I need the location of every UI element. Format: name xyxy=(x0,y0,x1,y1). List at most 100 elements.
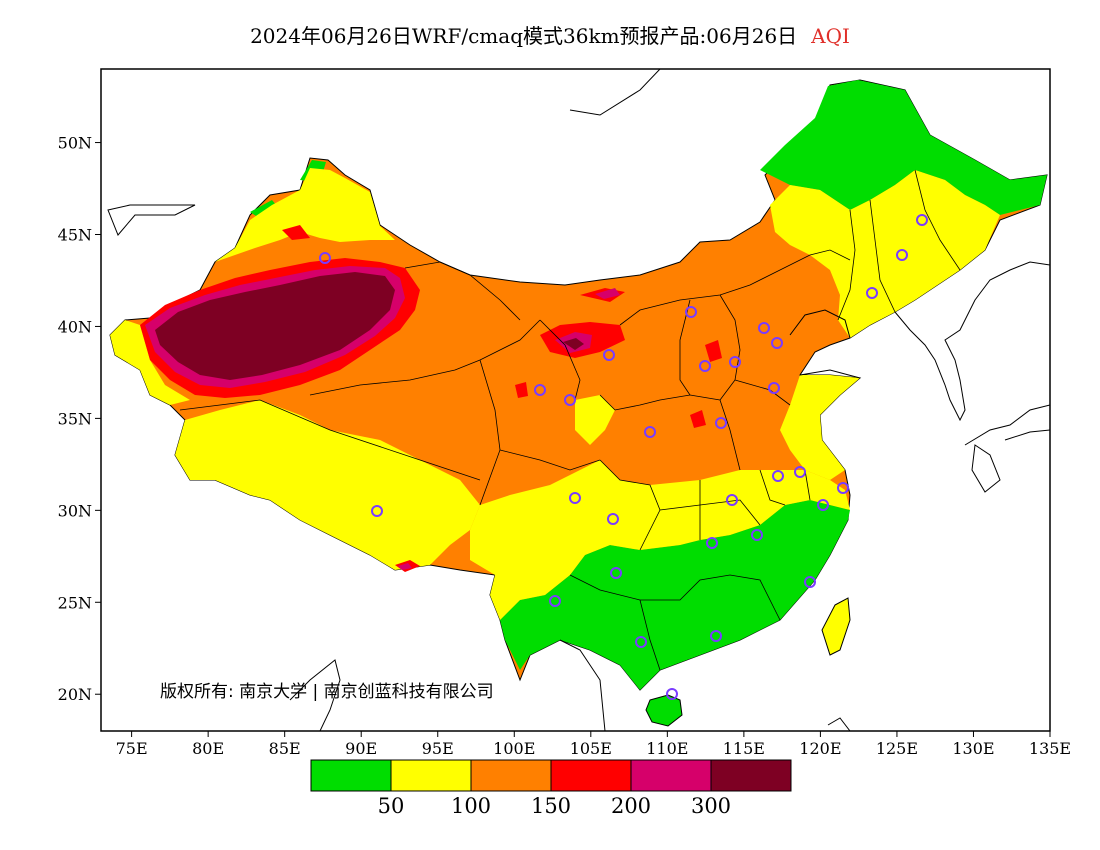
aqi-yellow-tibet xyxy=(175,400,480,570)
y-axis: 20N 25N 30N 35N 40N 45N 50N xyxy=(58,134,101,704)
title-variable: AQI xyxy=(811,24,850,48)
x-tick-label: 80E xyxy=(192,739,224,758)
city-marker xyxy=(569,492,581,504)
x-tick-label: 130E xyxy=(952,739,994,758)
russia-coast xyxy=(569,69,661,116)
city-marker xyxy=(706,537,718,549)
legend-label: 300 xyxy=(691,794,731,818)
japan-kyushu-coast xyxy=(971,444,1001,493)
x-tick-label: 100E xyxy=(493,739,535,758)
color-legend: 50 100 150 200 300 xyxy=(310,759,792,818)
bohai-coast xyxy=(789,309,851,339)
city-marker xyxy=(715,417,727,429)
aqi-green-south xyxy=(500,500,850,690)
x-tick-label: 135E xyxy=(1029,739,1071,758)
city-markers xyxy=(319,214,928,700)
city-marker xyxy=(319,252,331,264)
city-marker xyxy=(685,306,697,318)
city-marker xyxy=(771,337,783,349)
aqi-magenta-patch-north xyxy=(595,288,620,299)
city-marker xyxy=(837,482,849,494)
aqi-red-patch-gansu xyxy=(515,382,528,398)
city-marker xyxy=(817,499,829,511)
aqi-yellow-central xyxy=(575,395,615,445)
city-marker xyxy=(794,466,806,478)
aqi-maroon-innermongolia xyxy=(563,338,584,350)
city-marker xyxy=(729,356,741,368)
x-axis: 75E 80E 85E 90E 95E 100E 105E 110E 115E 120E 125E 1… xyxy=(116,731,1071,758)
aqi-yellow-xinjiang-north xyxy=(215,168,395,262)
city-marker xyxy=(534,384,546,396)
y-tick-label: 50N xyxy=(58,134,92,153)
city-marker xyxy=(644,426,656,438)
aqi-red-patch-shanxi xyxy=(705,340,722,362)
city-marker xyxy=(607,513,619,525)
city-marker xyxy=(710,630,722,642)
x-tick-label: 115E xyxy=(723,739,765,758)
legend-swatch xyxy=(390,759,472,792)
city-marker xyxy=(896,249,908,261)
indochina-coast xyxy=(289,659,341,731)
neighbour-coastlines xyxy=(107,69,1050,731)
city-marker xyxy=(699,360,711,372)
x-tick-label: 110E xyxy=(646,739,688,758)
y-tick-label: 25N xyxy=(58,593,92,612)
y-tick-label: 40N xyxy=(58,317,92,336)
city-marker xyxy=(916,214,928,226)
shandong-coast xyxy=(799,369,861,379)
legend-swatch xyxy=(630,759,712,792)
aqi-magenta-patch-tibet-south xyxy=(398,563,412,570)
map-plot-area: 版权所有: 南京大学 | 南京创蓝科技有限公司 xyxy=(107,69,1050,731)
aqi-green-hainan xyxy=(645,694,683,727)
legend-label: 100 xyxy=(451,794,491,818)
southeast-asia-coast xyxy=(559,639,606,731)
japan-honshu-coast xyxy=(1004,429,1050,441)
japan-coast xyxy=(964,404,1050,446)
x-tick-label: 75E xyxy=(116,739,148,758)
city-marker xyxy=(768,382,780,394)
legend-label: 50 xyxy=(378,794,405,818)
y-tick-label: 35N xyxy=(58,409,92,428)
aqi-green-northeast xyxy=(760,80,1047,215)
aqi-red-patch-henan xyxy=(690,410,706,428)
x-tick-label: 120E xyxy=(799,739,841,758)
title-main: 2024年06月26日WRF/cmaq模式36km预报产品:06月26日 xyxy=(250,24,798,48)
city-marker xyxy=(371,505,383,517)
aqi-yellow-taiwan xyxy=(821,597,851,656)
aqi-yellow-northeast xyxy=(770,170,1000,338)
city-marker xyxy=(758,322,770,334)
city-marker xyxy=(666,688,678,700)
x-tick-label: 95E xyxy=(422,739,454,758)
city-marker xyxy=(751,529,763,541)
city-marker xyxy=(772,470,784,482)
map-title: 2024年06月26日WRF/cmaq模式36km预报产品:06月26日 AQI xyxy=(0,20,1100,49)
city-marker xyxy=(866,287,878,299)
city-marker xyxy=(603,349,615,361)
legend-swatch xyxy=(710,759,792,792)
lake-coast xyxy=(107,204,196,236)
aqi-yellow-west-edge xyxy=(110,320,190,405)
plot-frame xyxy=(100,68,1051,732)
city-marker xyxy=(549,595,561,607)
x-tick-label: 85E xyxy=(269,739,301,758)
y-tick-label: 20N xyxy=(58,685,92,704)
x-tick-label: 125E xyxy=(876,739,918,758)
philippines-coast xyxy=(827,717,851,731)
legend-label: 150 xyxy=(531,794,571,818)
province-boundaries xyxy=(179,169,961,671)
x-tick-label: 90E xyxy=(345,739,377,758)
korea-coast xyxy=(894,261,1050,422)
aqi-maroon-taklamakan xyxy=(155,272,395,380)
city-marker xyxy=(726,494,738,506)
aqi-yellow-southwest xyxy=(470,460,850,620)
aqi-red-patch-xinjiang xyxy=(282,225,310,240)
legend-label: 200 xyxy=(611,794,651,818)
copyright-text: 版权所有: 南京大学 | 南京创蓝科技有限公司 xyxy=(160,682,494,702)
aqi-yellow-east-coast xyxy=(780,375,860,480)
city-marker xyxy=(804,576,816,588)
legend-swatch xyxy=(550,759,632,792)
legend-swatch xyxy=(310,759,392,792)
x-tick-label: 105E xyxy=(570,739,612,758)
city-marker xyxy=(610,567,622,579)
